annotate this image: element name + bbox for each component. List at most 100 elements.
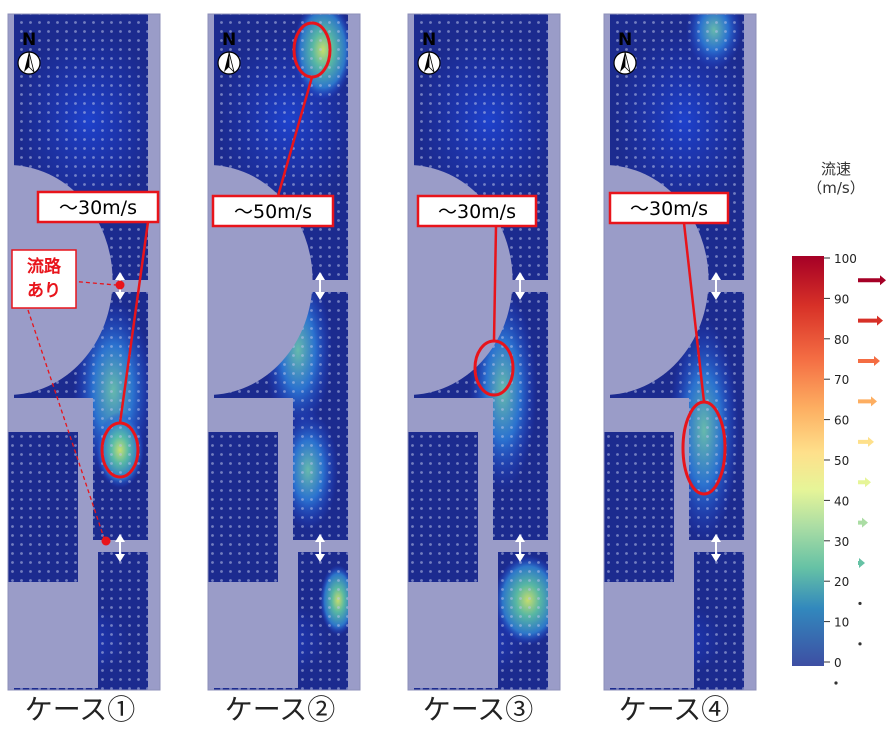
road-strip-east [148,14,160,690]
legend-tick-label: 70 [834,373,849,387]
callout-leader-line [492,225,498,342]
legend-unit-text: （m/s） [807,179,865,197]
callout-leader-line [276,76,314,197]
velocity-arrow-icon [858,275,886,286]
north-arrow-icon [424,52,429,72]
cross-passage-lower [488,540,560,552]
velocity-callout-box [416,194,538,228]
velocity-callout-text: ～30m/s [59,197,137,219]
panel-case4: N ～30m/s [603,13,757,691]
bidirectional-arrow-icon [315,272,325,300]
north-arrow-icon [28,51,35,74]
panel-case3: N ～30m/s [407,13,561,691]
passage-wall [684,552,694,688]
legend-title: 流速 （m/s） [790,160,882,198]
north-arrow-icon [24,52,29,72]
velocity-vector-grid [208,432,278,582]
passage-wall [88,552,98,688]
north-arrow-icon [228,51,235,74]
road-strip-east [548,14,560,690]
flow-path-marker [115,280,125,290]
callout-leader-line [118,221,150,424]
velocity-arrow-icon [858,517,868,528]
velocity-vector-grid [604,432,674,582]
velocity-arrow-icon [858,558,865,569]
cross-passage-lower [288,540,360,552]
case-label-4: ケース④ [618,693,730,726]
bidirectional-arrow-icon [515,272,525,300]
velocity-dot-icon [834,681,838,685]
north-label: N [422,30,436,50]
velocity-callout-text: ～30m/s [630,198,708,220]
velocity-arrow-icon [858,396,877,407]
bidirectional-arrow-icon [711,534,721,562]
legend-tick-label: 50 [834,454,849,468]
velocity-arrow-icon [858,436,874,447]
case-label-3: ケース③ [422,693,534,726]
legend-tick-label: 10 [834,616,849,630]
panel-frame [7,13,161,691]
flow-path-note-text: 流路 [27,256,62,277]
velocity-callout-text: ～30m/s [438,201,516,223]
velocity-arrow-icon [858,477,871,488]
north-arrow-icon [620,52,625,72]
legend-tick-label: 40 [834,494,849,508]
bidirectional-arrow-icon [711,272,721,300]
legend-tick-label: 100 [834,252,857,266]
legend-title-text: 流速 [820,160,851,178]
flow-path-note-text: あり [27,281,61,301]
bidirectional-arrow-icon [115,534,125,562]
cross-passage-upper [493,280,560,292]
legend-tick-label: 0 [834,656,842,670]
legend-tick-label: 60 [834,414,849,428]
flow-path-leader [27,309,105,539]
passage-wall [488,552,498,688]
north-arrow-icon [624,51,631,74]
velocity-callout-text: ～50m/s [234,201,312,223]
building-block-south [208,600,288,688]
velocity-dot-icon [858,642,862,646]
legend-tick-label: 20 [834,575,849,589]
cross-passage-upper [93,280,160,292]
building-block-south [408,600,488,688]
velocity-arrow-icon [858,315,883,326]
cross-passage-upper [293,280,360,292]
velocity-callout-box [608,191,730,225]
legend-tick-label: 30 [834,535,849,549]
legend-tick-label: 90 [834,292,849,306]
callout-leader-line [682,222,706,403]
north-label: N [618,30,632,50]
north-arrow-icon [224,52,229,72]
building-block-south [604,600,684,688]
panel-frame [407,13,561,691]
north-label: N [22,30,36,50]
velocity-vector-grid [8,432,78,582]
bidirectional-arrow-icon [115,272,125,300]
velocity-dot-icon [858,601,862,606]
case-label-2: ケース② [224,693,336,726]
bidirectional-arrow-icon [315,534,325,562]
legend-tick-label: 80 [834,333,849,347]
panel-frame [207,13,361,691]
velocity-arrow-icon [858,356,880,367]
velocity-vector-grid [408,432,478,582]
flow-path-marker [101,536,111,546]
velocity-callout-box [211,194,335,228]
bidirectional-arrow-icon [515,534,525,562]
velocity-callout-box [36,190,160,224]
passage-wall [288,552,298,688]
panel-frame [603,13,757,691]
road-strip-east [744,14,756,690]
color-scale-bar [792,256,824,666]
panel-case2: N ～50m/s [207,13,361,691]
north-arrow-icon [428,51,435,74]
north-label: N [222,30,236,50]
road-strip-east [348,14,360,690]
cross-passage-upper [689,280,756,292]
building-block-south [8,600,88,688]
case-label-1: ケース① [24,693,136,726]
cross-passage-lower [684,540,756,552]
